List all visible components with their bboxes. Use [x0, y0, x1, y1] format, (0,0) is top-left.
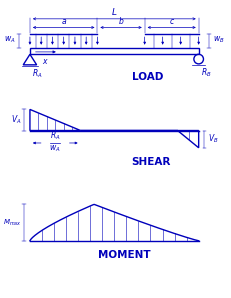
Text: LOAD: LOAD [132, 72, 164, 82]
Text: $c$: $c$ [169, 17, 175, 26]
Bar [30, 48, 199, 54]
Text: $R_A$: $R_A$ [50, 130, 61, 142]
Text: MOMENT: MOMENT [97, 250, 150, 260]
Text: $V_B$: $V_B$ [208, 133, 219, 145]
Text: $w_B$: $w_B$ [213, 35, 225, 45]
Text: SHEAR: SHEAR [131, 157, 170, 167]
Text: $w_A$: $w_A$ [49, 144, 61, 154]
Text: $L$: $L$ [111, 6, 118, 17]
Text: $R_A$: $R_A$ [32, 68, 43, 80]
Text: $w_A$: $w_A$ [4, 35, 15, 45]
Text: $a$: $a$ [61, 17, 67, 26]
Text: $b$: $b$ [118, 15, 124, 26]
Text: $R_B$: $R_B$ [201, 67, 211, 79]
Text: $x$: $x$ [42, 57, 49, 66]
Text: $M_{max}$: $M_{max}$ [3, 218, 21, 228]
Text: $V_A$: $V_A$ [11, 114, 21, 126]
